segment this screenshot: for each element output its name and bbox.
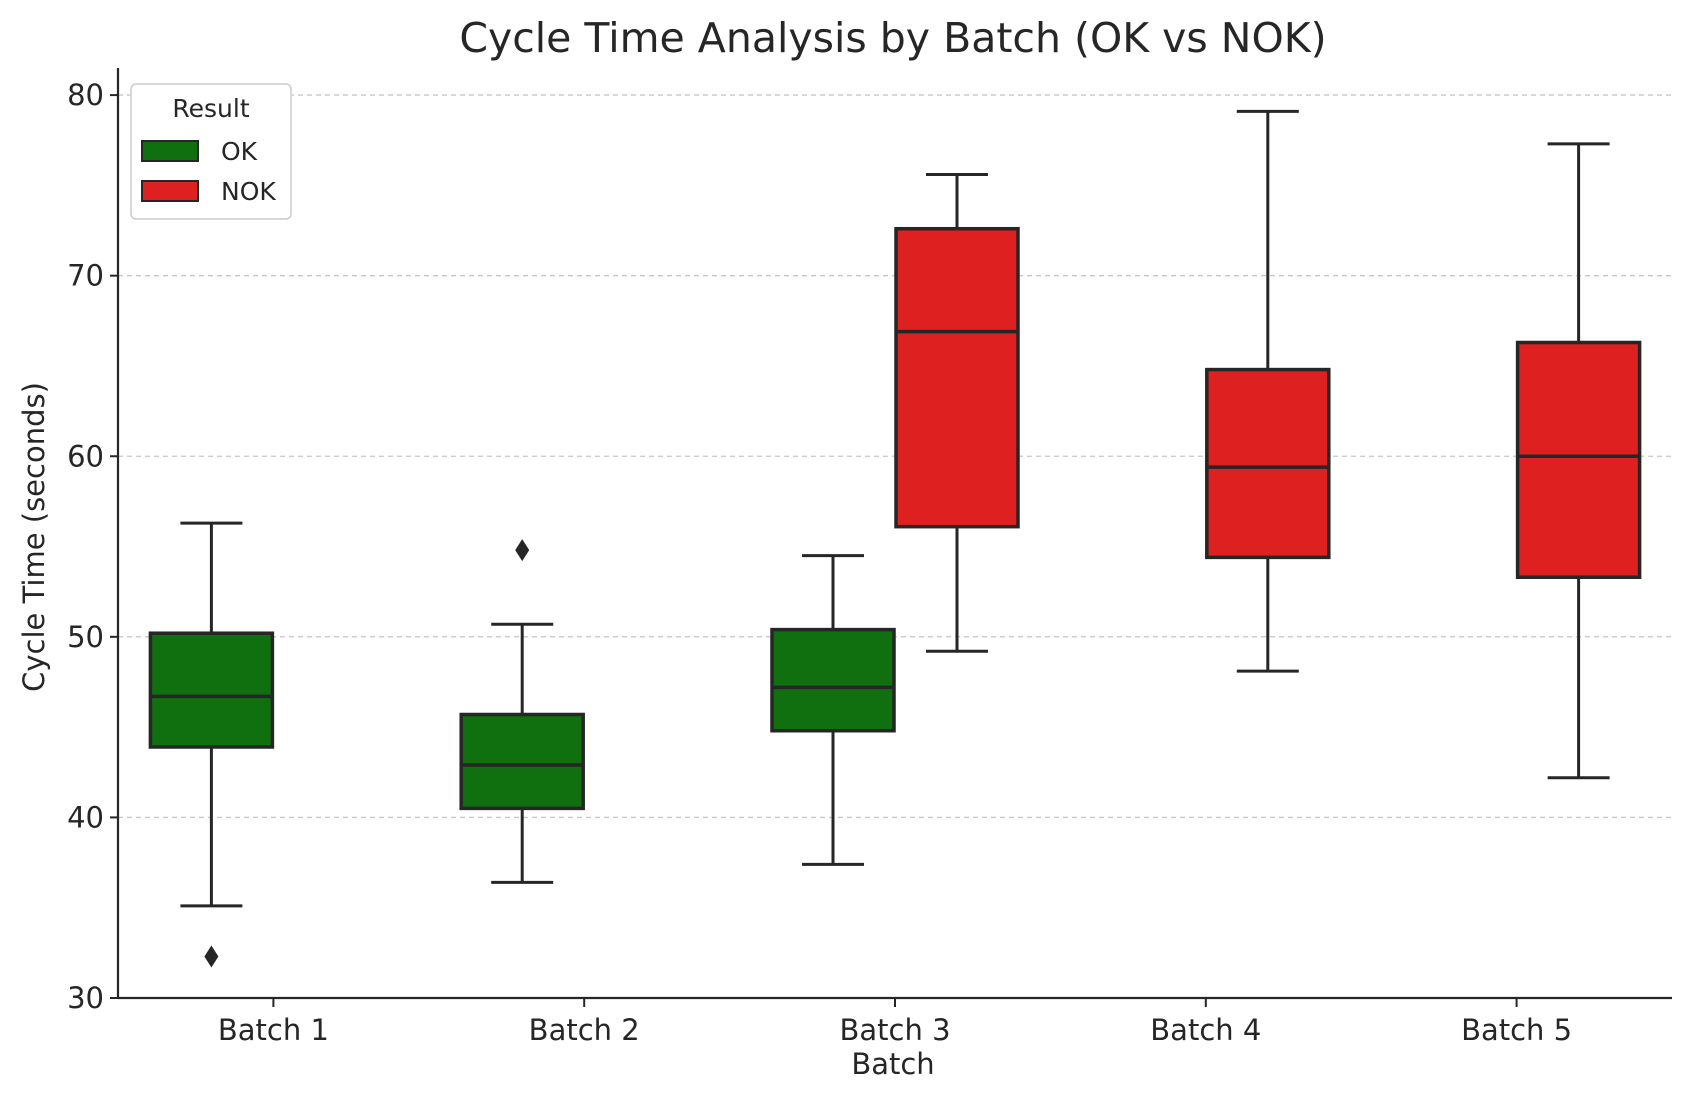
- y-tick-label: 40: [67, 800, 104, 834]
- box-body: [1515, 340, 1642, 579]
- x-tick-label: Batch 5: [1461, 1013, 1572, 1047]
- box-body: [1205, 367, 1331, 560]
- legend-label-ok: OK: [221, 137, 258, 166]
- y-axis-title: Cycle Time (seconds): [17, 382, 51, 692]
- boxes: [148, 109, 1642, 968]
- legend: Result OK NOK: [130, 83, 292, 220]
- box-ok-batch-2: [459, 539, 585, 884]
- y-tick-label: 80: [67, 78, 104, 112]
- y-tick-label: 30: [67, 981, 104, 1015]
- axes: 30 40 50 60 70 80 Batch 1 Batch 2 Batch 3 Batch 4…: [67, 68, 1672, 1047]
- box-ok-batch-3: [770, 554, 896, 866]
- outlier-point: [204, 945, 219, 968]
- outlier-point: [515, 539, 530, 562]
- y-tick-label: 60: [67, 439, 104, 473]
- chart-title: Cycle Time Analysis by Batch (OK vs NOK): [459, 14, 1326, 62]
- y-tick-label: 50: [67, 620, 104, 654]
- x-tick-label: Batch 2: [529, 1013, 640, 1047]
- box-ok-batch-1: [148, 521, 275, 968]
- x-tick-label: Batch 1: [218, 1013, 329, 1047]
- box-body: [459, 712, 585, 811]
- legend-swatch-ok: [141, 140, 199, 162]
- x-tick-label: Batch 3: [839, 1013, 950, 1047]
- box-body: [770, 627, 896, 733]
- legend-label-nok: NOK: [221, 177, 276, 206]
- box-body: [894, 226, 1020, 529]
- box-nok-batch-4: [1205, 109, 1331, 673]
- legend-title: Result: [172, 94, 249, 123]
- legend-swatch-nok: [141, 180, 199, 202]
- box-nok-batch-5: [1515, 142, 1642, 780]
- x-tick-label: Batch 4: [1150, 1013, 1261, 1047]
- y-tick-label: 70: [67, 259, 104, 293]
- x-axis-title: Batch: [851, 1047, 934, 1081]
- box-nok-batch-3: [894, 173, 1020, 653]
- box-body: [148, 631, 275, 749]
